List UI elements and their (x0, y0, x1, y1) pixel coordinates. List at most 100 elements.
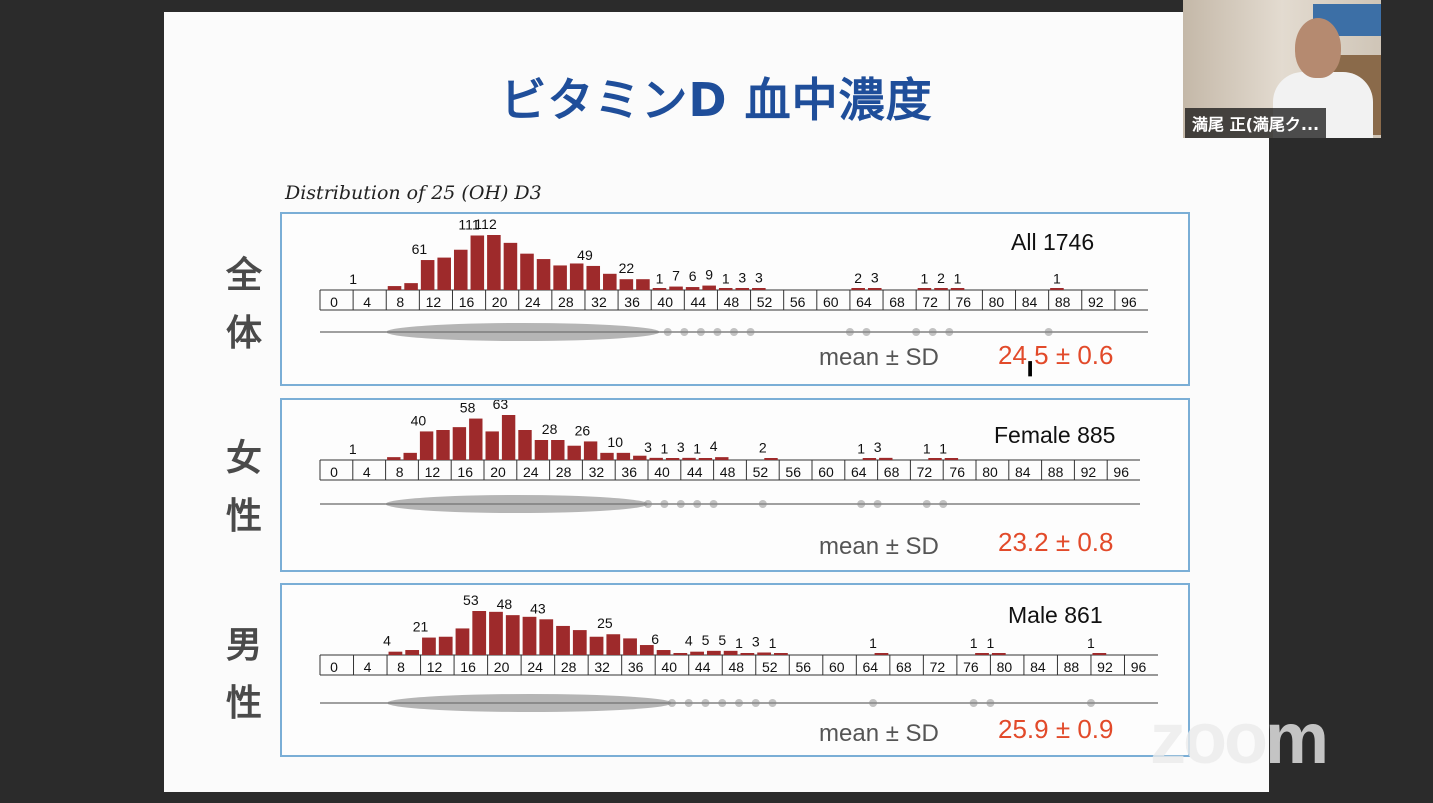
strip-plot-point (660, 500, 669, 508)
histogram-all: 0 4 8 12 16 20 24 28 32 36 40 44 48 52 56 60 64 68 72 76 80 8… (319, 216, 1148, 341)
axis-tick-label: 16 (459, 294, 475, 310)
histogram-bar (600, 452, 614, 460)
bar-value-label: 63 (493, 400, 509, 412)
axis-tick-label: 0 (330, 464, 338, 480)
bar-value-label: 58 (460, 400, 476, 416)
axis-tick-label: 52 (757, 294, 773, 310)
axis-tick-label: 64 (863, 659, 879, 675)
strip-plot-point (684, 699, 693, 707)
bar-value-label: 7 (672, 268, 680, 284)
histogram-bar (567, 445, 581, 460)
axis-tick-label: 32 (589, 464, 605, 480)
bar-value-label: 1 (954, 271, 962, 287)
histogram-bar (752, 288, 766, 290)
bar-value-label: 2 (759, 440, 767, 456)
axis-tick-label: 56 (795, 659, 811, 675)
axis-tick-label: 60 (829, 659, 845, 675)
histogram-bar (649, 457, 663, 460)
strip-plot-point (1086, 699, 1095, 707)
axis-tick-label: 20 (490, 464, 506, 480)
bar-value-label: 9 (705, 267, 713, 283)
histogram-bar (619, 279, 634, 290)
histogram-bar (874, 653, 889, 655)
chart-panel-male: 0 4 8 12 16 20 24 28 32 36 40 44 48 52 56 60 64 68 72 76 80 8… (280, 583, 1190, 757)
bar-value-label: 1 (923, 440, 931, 456)
histogram-bar (1050, 288, 1064, 290)
bar-value-label: 3 (871, 270, 879, 286)
histogram-female: 0 4 8 12 16 20 24 28 32 36 40 44 48 52 56 60 64 68 72 76 80 8… (319, 400, 1140, 513)
bar-value-label: 1 (661, 440, 669, 456)
axis-tick-label: 48 (728, 659, 744, 675)
chart-panel-all: 0 4 8 12 16 20 24 28 32 36 40 44 48 52 56 60 64 68 72 76 80 8… (280, 212, 1190, 386)
histogram-bar (522, 616, 537, 655)
histogram-bar (934, 288, 948, 290)
participant-video-tile[interactable]: 満尾 正(満尾ク... (1183, 0, 1381, 138)
histogram-bar (669, 286, 683, 290)
axis-tick-label: 84 (1030, 659, 1046, 675)
histogram-bar (455, 628, 470, 655)
axis-tick-label: 52 (753, 464, 769, 480)
axis-tick-label: 80 (982, 464, 998, 480)
mean-sd-value: 23.2 ± 0.8 (998, 527, 1114, 557)
axis-tick-label: 32 (594, 659, 610, 675)
axis-tick-label: 8 (397, 659, 405, 675)
histogram-bar (405, 650, 420, 655)
mean-sd-value: 24.5 ± 0.6 (998, 340, 1114, 370)
bar-value-label: 1 (987, 635, 995, 651)
group-label-female: 女 性 (214, 430, 274, 546)
histogram-bar (422, 637, 436, 655)
axis-tick-label: 12 (427, 659, 443, 675)
axis-tick-label: 72 (917, 464, 933, 480)
strip-plot-point (768, 699, 777, 707)
bar-value-label: 22 (619, 260, 635, 276)
mean-sd-label: mean ± SD (819, 533, 939, 560)
axis-tick-label: 20 (492, 294, 508, 310)
axis-tick-label: 76 (949, 464, 965, 480)
bar-value-label: 43 (530, 600, 546, 616)
axis-tick-label: 60 (818, 464, 834, 480)
strip-plot-point (869, 699, 878, 707)
slide: ビタミンD 血中濃度 Distribution of 25 (OH) D3 全 … (164, 12, 1269, 792)
bar-value-label: 21 (413, 619, 429, 635)
bar-value-label: 5 (702, 632, 710, 648)
bar-value-label: 3 (874, 439, 882, 455)
histogram-bar (404, 283, 418, 290)
axis-tick-label: 40 (654, 464, 670, 480)
bar-value-label: 3 (755, 270, 763, 286)
histogram-bar (503, 242, 518, 290)
histogram-bar (1092, 653, 1107, 655)
histogram-bar (420, 260, 435, 290)
axis-tick-label: 36 (624, 294, 640, 310)
bar-value-label: 53 (463, 592, 479, 608)
panel-title: Female 885 (994, 422, 1116, 448)
histogram-bar (944, 458, 959, 460)
axis-tick-label: 56 (785, 464, 801, 480)
bar-value-label: 4 (710, 438, 718, 454)
axis-tick-label: 44 (687, 464, 703, 480)
histogram-bar (867, 288, 882, 290)
axis-tick-label: 36 (621, 464, 637, 480)
strip-plot-point (713, 328, 722, 336)
axis-tick-label: 24 (527, 659, 543, 675)
bar-value-label: 4 (685, 633, 693, 649)
histogram-bar (539, 619, 554, 655)
axis-tick-label: 76 (955, 294, 971, 310)
axis-tick-label: 36 (628, 659, 644, 675)
bar-value-label: 2 (937, 270, 945, 286)
axis-tick-label: 56 (790, 294, 806, 310)
axis-tick-label: 0 (330, 294, 338, 310)
axis-tick-label: 68 (889, 294, 905, 310)
axis-tick-label: 44 (695, 659, 711, 675)
histogram-bar (453, 249, 468, 290)
histogram-bar (438, 636, 453, 655)
bar-value-label: 40 (411, 412, 427, 428)
strip-plot-point (746, 328, 755, 336)
axis-tick-label: 12 (426, 294, 442, 310)
histogram-bar (403, 452, 417, 460)
strip-plot-points (386, 323, 660, 341)
histogram-bar (690, 651, 704, 655)
axis-tick-label: 92 (1081, 464, 1097, 480)
bar-value-label: 5 (718, 632, 726, 648)
axis-tick-label: 80 (989, 294, 1005, 310)
bar-value-label: 28 (542, 421, 558, 437)
